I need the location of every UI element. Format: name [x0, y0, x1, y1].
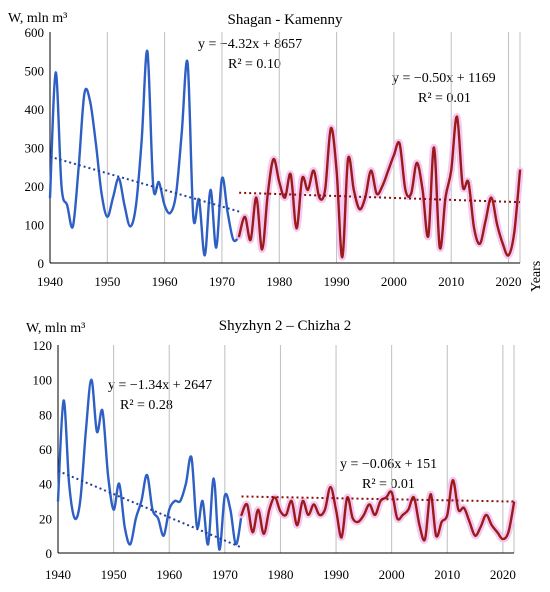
chart1-y-tick-label: 200	[25, 179, 45, 194]
chart1-trendline-2	[239, 191, 521, 204]
chart2-trend2-r2: R² = 0.01	[362, 477, 415, 492]
chart2-x-tick-label: 2000	[379, 567, 405, 582]
chart2-x-tick-label: 1950	[101, 567, 127, 582]
chart2-trend1-equation: y = −1.34x + 2647	[108, 378, 212, 393]
chart1-x-tick-label: 1950	[94, 274, 120, 289]
chart2-series-2-line	[240, 478, 516, 542]
chart2-y-tick-label: 120	[33, 338, 53, 353]
chart2-plot-area: 1940 1950 1960 1970 1980 1990 2000 2010 2020 0 20 4…	[33, 338, 518, 582]
chart2-ylabel: W, mln m³	[26, 321, 85, 336]
chart1-series-1-line	[48, 49, 241, 257]
chart1-y-tick-label: 600	[25, 25, 45, 40]
chart1-trend2-r2: R² = 0.01	[418, 91, 471, 106]
chart1-series-2-line	[237, 115, 522, 259]
chart2-y-tick-label: 100	[33, 373, 53, 388]
chart2-x-tick-label: 1970	[212, 567, 238, 582]
chart1-x-tick-label: 1960	[152, 274, 178, 289]
chart1-trend1-r2: R² = 0.10	[228, 57, 281, 72]
chart1-x-tick-label: 1970	[209, 274, 235, 289]
chart2-x-tick-label: 2020	[490, 567, 516, 582]
chart1-y-tick-label: 400	[25, 102, 45, 117]
chart1-trend1-equation: y = −4.32x + 8657	[198, 37, 302, 52]
chart2-x-tick-label: 1940	[45, 567, 71, 582]
chart2-series-1-line	[56, 378, 243, 551]
chart2-y-tick-label: 60	[39, 442, 52, 457]
chart1-y-tick-label: 0	[38, 256, 45, 271]
chart2-x-tick-label: 1980	[267, 567, 293, 582]
chart1-x-tick-label: 2010	[438, 274, 464, 289]
chart1-ylabel: W, mln m³	[8, 11, 67, 26]
chart2-y-tick-label: 20	[39, 511, 52, 526]
chart2-trend2-equation: y = −0.06x + 151	[340, 457, 437, 472]
chart1-x-tick-label: 1980	[266, 274, 292, 289]
chart2-trendline-1	[57, 469, 242, 549]
chart1-y-tick-label: 100	[25, 218, 45, 233]
chart2-x-tick-label: 1960	[156, 567, 182, 582]
chart2-y-tick-label: 80	[39, 407, 52, 422]
chart1-y-tick-label: 500	[25, 64, 45, 79]
chart2-trendline-2	[241, 495, 515, 503]
chart1-x-tick-label: 1940	[37, 274, 63, 289]
chart1-xlabel: Years	[529, 261, 544, 292]
chart1-plot-area: 1940 1950 1960 1970 1980 1990 2000 2010 2020 0 100…	[25, 25, 524, 289]
chart1-x-tick-label: 2020	[496, 274, 522, 289]
chart2-y-tick-label: 0	[46, 546, 53, 561]
chart1-x-tick-label: 2000	[381, 274, 407, 289]
chart1-y-tick-label: 300	[25, 141, 45, 156]
chart1-title: Shagan - Kamenny	[228, 12, 343, 28]
chart2-trend1-r2: R² = 0.28	[120, 398, 173, 413]
chart1-x-tick-label: 1990	[324, 274, 350, 289]
chart2-y-tick-label: 40	[39, 477, 52, 492]
chart2-x-tick-label: 1990	[323, 567, 349, 582]
chart1-trend2-equation: y = −0.50x + 1169	[392, 71, 496, 86]
chart2-x-tick-label: 2010	[434, 567, 460, 582]
chart2-title: Shyzhyn 2 – Chizha 2	[219, 318, 352, 334]
